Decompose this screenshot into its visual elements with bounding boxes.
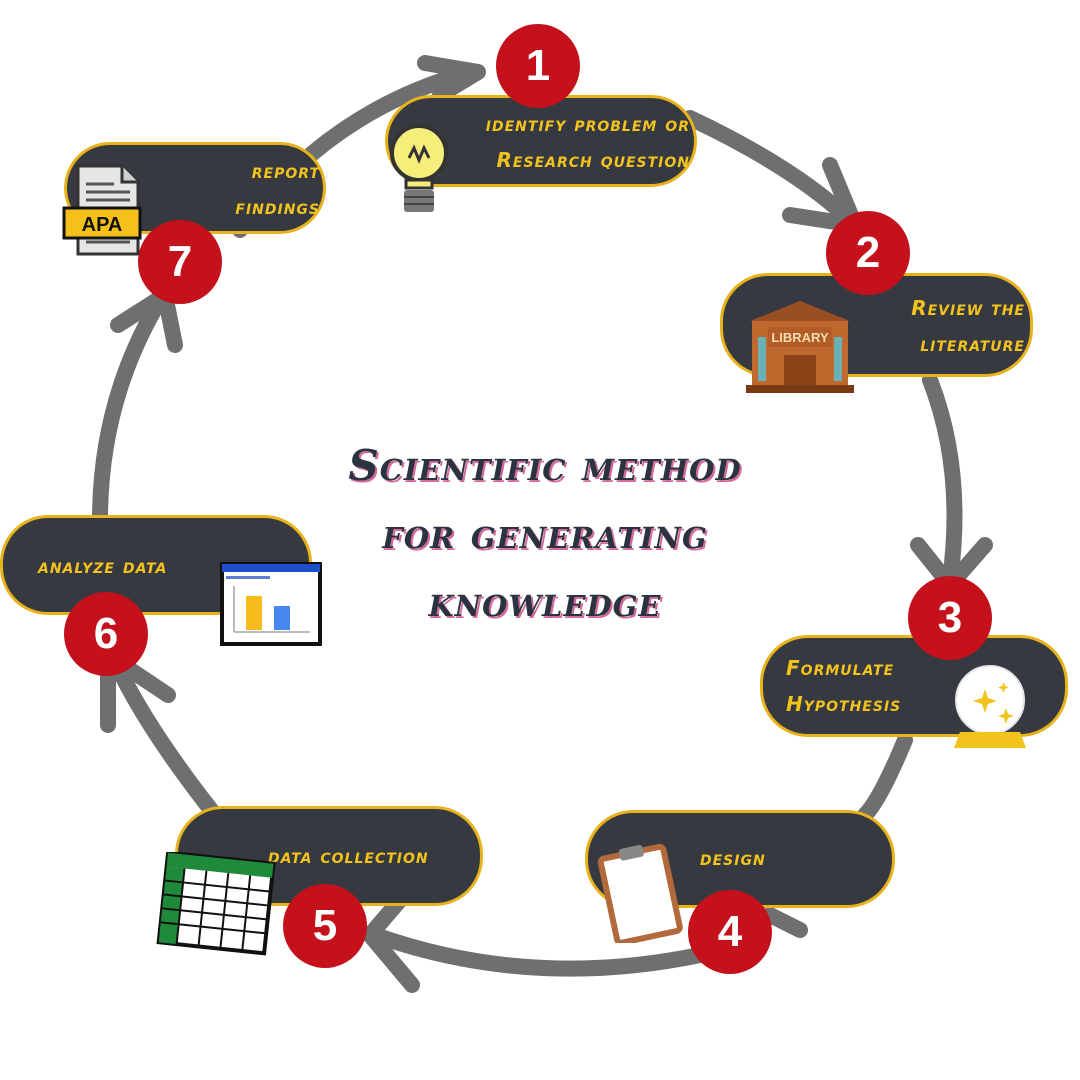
spreadsheet-icon	[156, 852, 276, 956]
arrow-6-to-7	[92, 292, 168, 528]
step-4-badge: 4	[690, 892, 770, 972]
crystal-ball-icon	[954, 665, 1026, 748]
bar-chart-window-icon	[220, 562, 322, 646]
library-sign: LIBRARY	[771, 330, 829, 345]
step-5-badge: 5	[285, 886, 365, 966]
apa-document-icon: APA	[62, 164, 142, 256]
arrow-3-to-4	[857, 732, 913, 823]
library-icon: LIBRARY	[746, 301, 854, 393]
step-1-badge: 1	[498, 26, 578, 106]
arrow-1-to-2	[682, 110, 863, 233]
lightbulb-icon	[390, 124, 448, 212]
diagram-title: Scientific method for generating knowled…	[315, 432, 775, 636]
step-7-label: report findings	[235, 159, 320, 219]
clipboard-icon	[597, 843, 683, 943]
apa-label: APA	[82, 214, 123, 236]
step-2-label: Review the literature	[911, 296, 1025, 356]
step-3-badge: 3	[910, 578, 990, 658]
title-line-2: for generating	[382, 509, 708, 558]
step-4-label: design	[700, 846, 766, 870]
step-2-badge: 2	[828, 213, 908, 293]
step-6-badge: 6	[66, 594, 146, 674]
step-5-label: data collection	[268, 844, 429, 868]
arrow-2-to-3	[922, 372, 963, 588]
title-line-3: knowledge	[428, 577, 662, 626]
step-3-label: Formulate Hypothesis	[786, 656, 902, 716]
title-line-1: Scientific method	[348, 441, 742, 490]
step-7-badge: 7	[140, 222, 220, 302]
step-6-label: analyze data	[38, 554, 168, 578]
arrow-4-to-5	[367, 927, 708, 977]
step-1-label: identify problem or Research question	[485, 112, 690, 172]
